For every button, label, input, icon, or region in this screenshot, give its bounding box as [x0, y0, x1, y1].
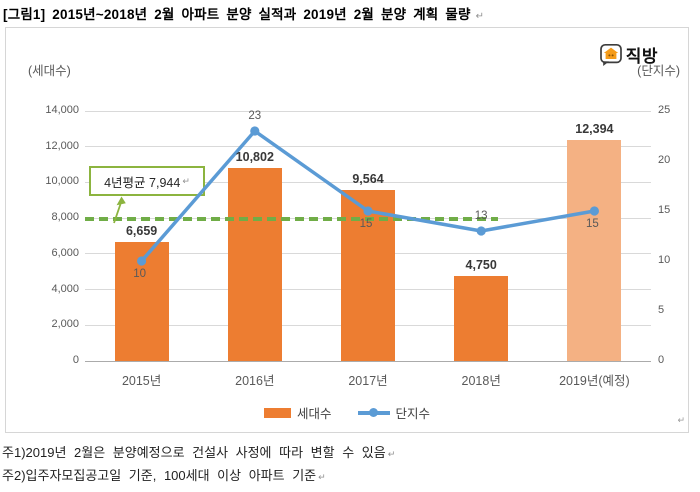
right-axis-title: (단지수) [637, 64, 680, 78]
right-axis-tick-label: 20 [658, 154, 671, 166]
page-title-text: [그림1] 2015년~2018년 2월 아파트 분양 실적과 2019년 2월… [3, 7, 471, 22]
gridline [85, 360, 651, 362]
chart-frame: 직방 (세대수) (단지수) 0 2,000 4,000 6,000 8,000 10,0… [5, 27, 689, 433]
right-axis-tick-label: 25 [658, 104, 671, 116]
y-axis-tick-label: 12,000 [45, 139, 79, 152]
zigbang-logo: 직방 [599, 42, 658, 67]
bar-2015년 [114, 242, 169, 361]
zigbang-logo-text: 직방 [625, 47, 658, 66]
y-axis-tick-label: 2,000 [51, 318, 79, 331]
bar-value-label: 9,564 [352, 172, 384, 187]
legend-label: 세대수 [296, 407, 332, 421]
bar-2016년 [227, 168, 282, 361]
line-point-label: 23 [248, 110, 262, 122]
return-mark: ↵ [475, 11, 485, 22]
return-mark: ↵ [677, 415, 685, 425]
y-axis-tick-label: 10,000 [45, 175, 79, 188]
line-series-swatch [357, 408, 390, 418]
zigbang-house-icon [599, 43, 623, 67]
chart-legend: 세대수 단지수 [6, 403, 688, 422]
right-axis-tick-label: 5 [658, 304, 665, 316]
bar-value-label: 12,394 [575, 121, 614, 136]
gridline [85, 146, 651, 148]
y-axis-tick-label: 0 [72, 354, 79, 366]
line-point-label: 15 [359, 218, 373, 230]
right-axis-tick-label: 0 [658, 354, 665, 366]
legend-item-complexes: 단지수 [357, 403, 431, 422]
bar-series-swatch [263, 407, 291, 418]
x-axis-label: 2017년 [348, 374, 388, 388]
line-marker [476, 226, 486, 236]
x-axis-label: 2018년 [461, 374, 501, 388]
line-point-label: 10 [133, 268, 146, 280]
return-mark: ↵ [318, 472, 326, 482]
footnote-1: 주1)2019년 2월은 분양예정으로 건설사 사정에 따라 변할 수 있음 ↵ [2, 445, 396, 460]
x-axis-label: 2019년(예정) [559, 374, 630, 388]
return-mark: ↵ [182, 175, 190, 186]
y-axis-tick-label: 4,000 [51, 282, 79, 295]
bar-2019년(예정) [567, 139, 622, 361]
y-axis-tick-label: 14,000 [45, 104, 79, 116]
return-mark: ↵ [387, 449, 396, 459]
bar-2018년 [454, 276, 509, 361]
x-axis-label: 2016년 [235, 374, 275, 388]
line-point-label: 15 [585, 218, 599, 230]
average-callout: 4년평균 7,944 ↵ [89, 166, 205, 196]
legend-label: 단지수 [395, 407, 431, 421]
line-point-label: 13 [474, 210, 488, 222]
y-axis-tick-label: 8,000 [51, 211, 79, 224]
callout-arrow [113, 196, 126, 224]
bar-value-label: 10,802 [235, 150, 274, 165]
legend-item-households: 세대수 [263, 403, 332, 422]
bar-value-label: 4,750 [465, 258, 497, 273]
gridline [85, 110, 651, 112]
page-title: [그림1] 2015년~2018년 2월 아파트 분양 실적과 2019년 2월… [3, 3, 484, 23]
line-marker [250, 126, 260, 136]
x-axis-label: 2015년 [121, 374, 162, 388]
bar-value-label: 6,659 [125, 224, 158, 239]
bar-2017년 [341, 190, 395, 361]
average-callout-text: 4년평균 7,944 [104, 175, 181, 190]
right-axis-tick-label: 10 [658, 254, 671, 266]
left-axis-title: (세대수) [28, 64, 71, 78]
average-line [85, 217, 498, 221]
right-axis-tick-label: 15 [658, 204, 671, 216]
y-axis-tick-label: 6,000 [51, 246, 79, 259]
footnote-2: 주2)입주자모집공고일 기준, 100세대 이상 아파트 기준 ↵ [2, 468, 326, 483]
